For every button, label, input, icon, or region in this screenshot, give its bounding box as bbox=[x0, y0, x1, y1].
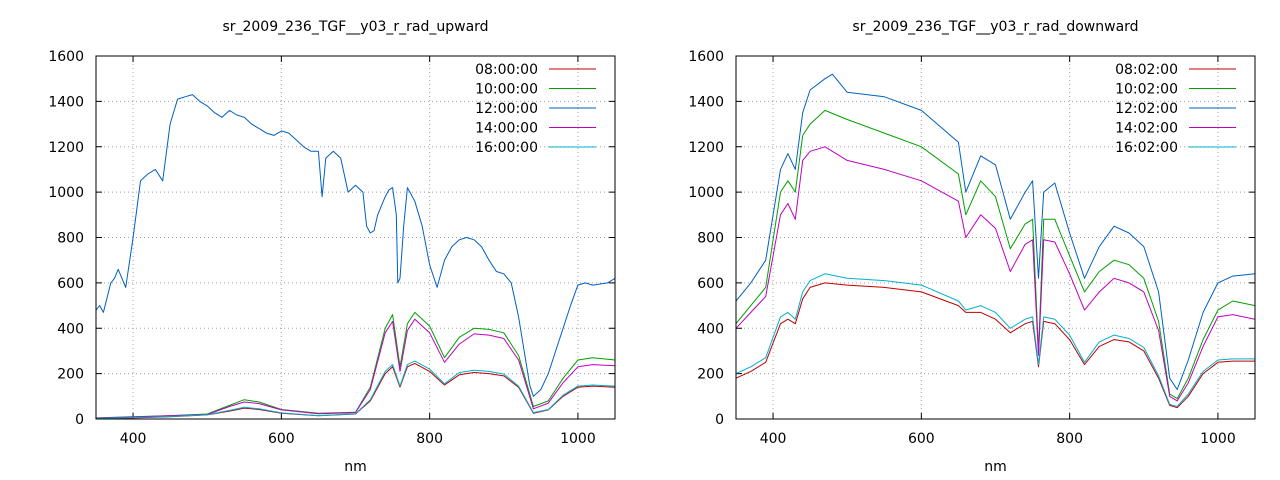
x-tick-label: 600 bbox=[268, 431, 295, 447]
y-tick-label: 0 bbox=[75, 412, 84, 428]
y-tick-label: 1200 bbox=[48, 140, 84, 156]
legend-label: 12:00:00 bbox=[475, 101, 538, 117]
series-line bbox=[736, 146, 1255, 402]
series-line bbox=[96, 360, 615, 419]
y-tick-label: 1200 bbox=[688, 140, 724, 156]
series-group bbox=[96, 94, 615, 419]
y-tick-label: 0 bbox=[715, 412, 724, 428]
grid: 0 200 400 600 800 1000 1200 1400 1600 400 600 800 10… bbox=[688, 49, 1255, 447]
plot-border bbox=[735, 55, 1256, 420]
y-tick-label: 200 bbox=[57, 367, 84, 383]
legend-label: 16:02:00 bbox=[1115, 140, 1178, 156]
legend-label: 08:02:00 bbox=[1115, 62, 1178, 78]
x-tick-label: 800 bbox=[1056, 431, 1083, 447]
y-tick-label: 400 bbox=[57, 321, 84, 337]
x-tick-label: 400 bbox=[760, 431, 787, 447]
x-tick-label: 1000 bbox=[1200, 431, 1236, 447]
grid: 0 200 400 600 800 1000 1200 1400 1600 400 600 800 10… bbox=[48, 49, 615, 447]
downward-radiance-chart: sr_2009_236_TGF__y03_r_rad_downward nm 0… bbox=[688, 19, 1256, 475]
series-line bbox=[96, 311, 615, 419]
y-tick-label: 1600 bbox=[688, 49, 724, 65]
series-group bbox=[736, 73, 1255, 409]
series-line bbox=[736, 273, 1255, 407]
y-tick-label: 600 bbox=[697, 276, 724, 292]
y-tick-label: 200 bbox=[697, 367, 724, 383]
legend: 08:00:00 10:00:00 12:00:00 14:00:00 16:00:00 bbox=[475, 62, 596, 156]
x-tick-label: 800 bbox=[416, 431, 443, 447]
legend-label: 12:02:00 bbox=[1115, 101, 1178, 117]
y-tick-label: 1400 bbox=[688, 94, 724, 110]
legend-label: 10:02:00 bbox=[1115, 82, 1178, 98]
y-tick-label: 1400 bbox=[48, 94, 84, 110]
series-line bbox=[736, 109, 1255, 400]
y-tick-label: 1000 bbox=[48, 185, 84, 201]
chart-title: sr_2009_236_TGF__y03_r_rad_upward bbox=[222, 19, 488, 35]
legend-label: 16:00:00 bbox=[475, 140, 538, 156]
y-tick-label: 800 bbox=[57, 231, 84, 247]
x-axis-label: nm bbox=[984, 459, 1007, 475]
legend-label: 14:02:00 bbox=[1115, 121, 1178, 137]
y-tick-label: 400 bbox=[697, 321, 724, 337]
y-tick-label: 800 bbox=[697, 231, 724, 247]
legend: 08:02:00 10:02:00 12:02:00 14:02:00 16:02:00 bbox=[1115, 62, 1236, 156]
legend-label: 10:00:00 bbox=[475, 82, 538, 98]
series-line bbox=[736, 282, 1255, 409]
chart-title: sr_2009_236_TGF__y03_r_rad_downward bbox=[852, 19, 1138, 35]
x-axis-label: nm bbox=[344, 459, 367, 475]
plot-border bbox=[95, 55, 616, 420]
series-line bbox=[736, 73, 1255, 390]
upward-radiance-chart: sr_2009_236_TGF__y03_r_rad_upward nm 0 20… bbox=[48, 19, 616, 475]
series-line bbox=[96, 94, 615, 397]
y-tick-label: 1000 bbox=[688, 185, 724, 201]
y-tick-label: 1600 bbox=[48, 49, 84, 65]
y-tick-label: 600 bbox=[57, 276, 84, 292]
series-line bbox=[96, 318, 615, 419]
legend-label: 14:00:00 bbox=[475, 121, 538, 137]
x-tick-label: 400 bbox=[120, 431, 147, 447]
x-tick-label: 1000 bbox=[560, 431, 596, 447]
legend-label: 08:00:00 bbox=[475, 62, 538, 78]
series-line bbox=[96, 362, 615, 419]
x-tick-label: 600 bbox=[908, 431, 935, 447]
